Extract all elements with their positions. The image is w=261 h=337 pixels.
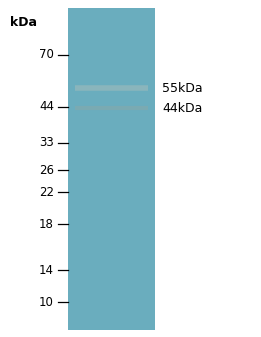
Text: kDa: kDa xyxy=(10,16,37,29)
Text: 70: 70 xyxy=(39,49,54,61)
Text: 55kDa: 55kDa xyxy=(162,82,203,94)
Text: 26: 26 xyxy=(39,163,54,177)
Bar xyxy=(68,8,155,330)
Text: 44kDa: 44kDa xyxy=(162,101,202,115)
Text: 14: 14 xyxy=(39,264,54,276)
Text: 33: 33 xyxy=(39,136,54,150)
Text: 18: 18 xyxy=(39,217,54,231)
Text: 10: 10 xyxy=(39,296,54,308)
Text: 22: 22 xyxy=(39,185,54,198)
Text: 44: 44 xyxy=(39,100,54,114)
